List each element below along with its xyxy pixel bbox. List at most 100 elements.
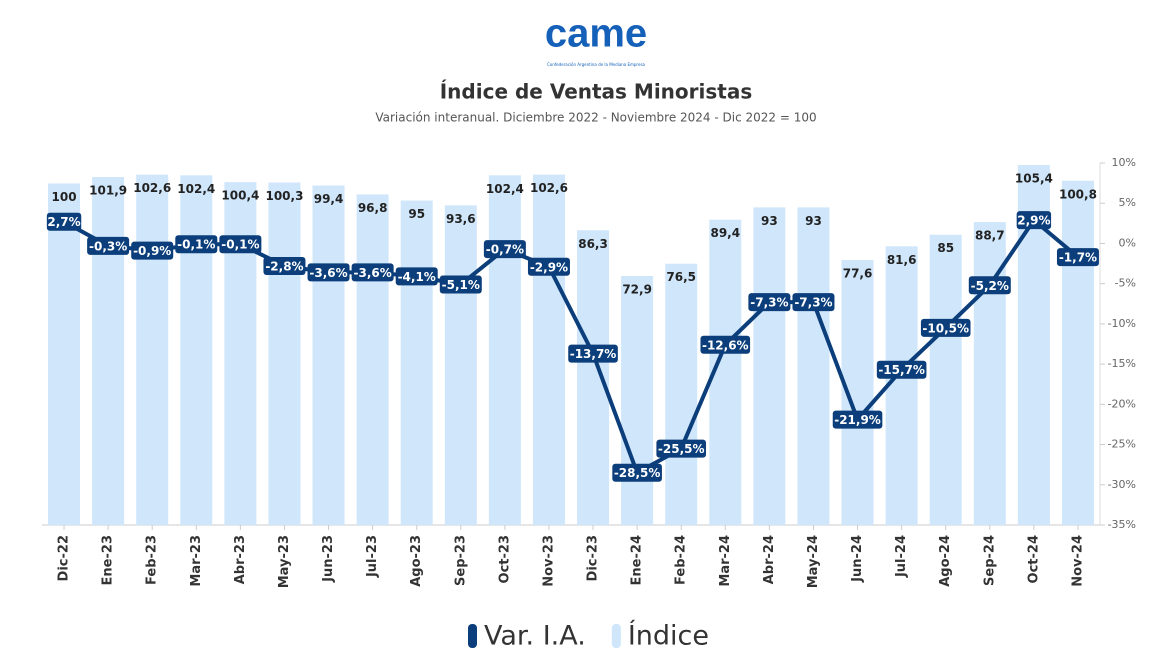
point-label-box [351, 263, 394, 282]
point-label: -5,2% [971, 279, 1009, 293]
x-tick-label: Nov-23 [541, 535, 556, 587]
bar-label: 86,3 [578, 237, 608, 251]
bar [1061, 180, 1094, 525]
point-label-box [46, 212, 82, 231]
bar-label: 72,9 [622, 283, 652, 297]
bar-label: 100 [52, 190, 77, 204]
point-label-box [612, 463, 662, 482]
point-label-box [968, 276, 1011, 295]
bar [929, 234, 962, 525]
y2-tick-label: -15% [1108, 357, 1136, 370]
x-tick-label: Jun-23 [321, 535, 336, 583]
y2-tick-label: -35% [1108, 518, 1136, 531]
logo-subtitle: Confederación Argentina de la Mediana Em… [547, 62, 646, 67]
point-label-box [1056, 248, 1099, 267]
y2-tick-label: -20% [1108, 397, 1136, 410]
bar-label: 96,8 [358, 201, 388, 215]
bar [312, 185, 345, 526]
x-tick-label: Ago-23 [409, 535, 424, 587]
y2-tick-label: -25% [1108, 438, 1136, 451]
bar [48, 183, 81, 525]
point-label-box [920, 318, 971, 337]
point-label: -15,7% [878, 363, 925, 377]
x-tick-label: Feb-24 [674, 535, 689, 585]
bar-label: 89,4 [710, 226, 740, 240]
point-label-box [656, 439, 707, 458]
point-label: -0,1% [177, 238, 215, 252]
point-label: -28,5% [614, 466, 661, 480]
chart-title: Índice de Ventas Minoristas [440, 80, 753, 104]
bar-label: 100,4 [221, 189, 259, 203]
bar-label: 93,6 [446, 212, 476, 226]
point-label: -25,5% [658, 442, 705, 456]
point-label: -2,8% [265, 259, 303, 273]
x-tick-label: Ene-24 [630, 535, 645, 585]
bar-label: 102,4 [486, 182, 524, 196]
point-label-box [483, 240, 526, 259]
point-label-box [1016, 211, 1052, 230]
x-tick-label: Dic-22 [57, 535, 72, 581]
point-label: -0,1% [221, 238, 259, 252]
point-label: -2,9% [530, 260, 568, 274]
x-tick-label: Dic-23 [586, 535, 601, 581]
x-tick-label: May-24 [806, 535, 821, 588]
legend-swatch [611, 624, 621, 648]
point-label: -7,3% [750, 296, 788, 310]
logo: came [545, 12, 647, 56]
point-label-box [527, 257, 570, 276]
x-tick-label: Jul-23 [365, 535, 380, 578]
point-label: -12,6% [702, 338, 749, 352]
point-label: -5,1% [442, 278, 480, 292]
x-tick-label: Nov-24 [1070, 535, 1085, 587]
x-tick-label: Mar-23 [189, 535, 204, 587]
x-tick-label: Ene-23 [101, 535, 116, 585]
point-label: -0,9% [133, 244, 171, 258]
bar-label: 102,6 [133, 181, 171, 195]
point-label: -0,7% [486, 243, 524, 257]
point-label-box [748, 293, 791, 312]
bar-label: 101,9 [89, 184, 127, 198]
point-label-box [700, 335, 751, 354]
bar [885, 246, 918, 525]
bar [180, 175, 213, 525]
x-tick-label: Feb-23 [145, 535, 160, 585]
point-label: -4,1% [398, 270, 436, 284]
bar [224, 182, 257, 526]
bar-label: 93 [761, 214, 778, 228]
chart-subtitle: Variación interanual. Diciembre 2022 - N… [375, 111, 816, 125]
point-label-box [175, 235, 218, 254]
point-label-box [568, 344, 618, 363]
bar [136, 174, 169, 525]
bar [444, 205, 477, 525]
x-tick-label: Jun-24 [850, 535, 865, 583]
bar-label: 100,3 [265, 189, 303, 203]
bar [268, 182, 301, 525]
bar-label: 85 [937, 241, 954, 255]
point-label: -0,3% [89, 239, 127, 253]
x-tick-label: Oct-24 [1026, 535, 1041, 583]
x-tick-label: Abr-24 [762, 535, 777, 584]
bar-label: 95 [408, 207, 425, 221]
bar [356, 194, 389, 525]
x-tick-label: Jul-24 [894, 535, 909, 578]
bar-label: 102,4 [177, 182, 215, 196]
y2-tick-label: 5% [1119, 196, 1136, 209]
y2-tick-label: -10% [1108, 317, 1136, 330]
x-tick-label: Ago-24 [938, 535, 953, 587]
point-label: 2,9% [1017, 214, 1050, 228]
x-tick-label: Sep-23 [453, 535, 468, 586]
bar-label: 100,8 [1059, 187, 1097, 201]
point-label-box [307, 263, 350, 282]
bar-label: 88,7 [975, 229, 1005, 243]
bar [92, 177, 125, 525]
bar-label: 76,5 [666, 270, 696, 284]
bar-label: 93 [805, 214, 822, 228]
bar-label: 81,6 [887, 253, 917, 267]
point-label-box [792, 293, 835, 312]
legend-label: Índice [628, 620, 709, 652]
bar-label: 77,6 [843, 266, 873, 280]
bar-label: 105,4 [1015, 172, 1053, 186]
point-label: -3,6% [309, 266, 347, 280]
bar [621, 276, 654, 525]
